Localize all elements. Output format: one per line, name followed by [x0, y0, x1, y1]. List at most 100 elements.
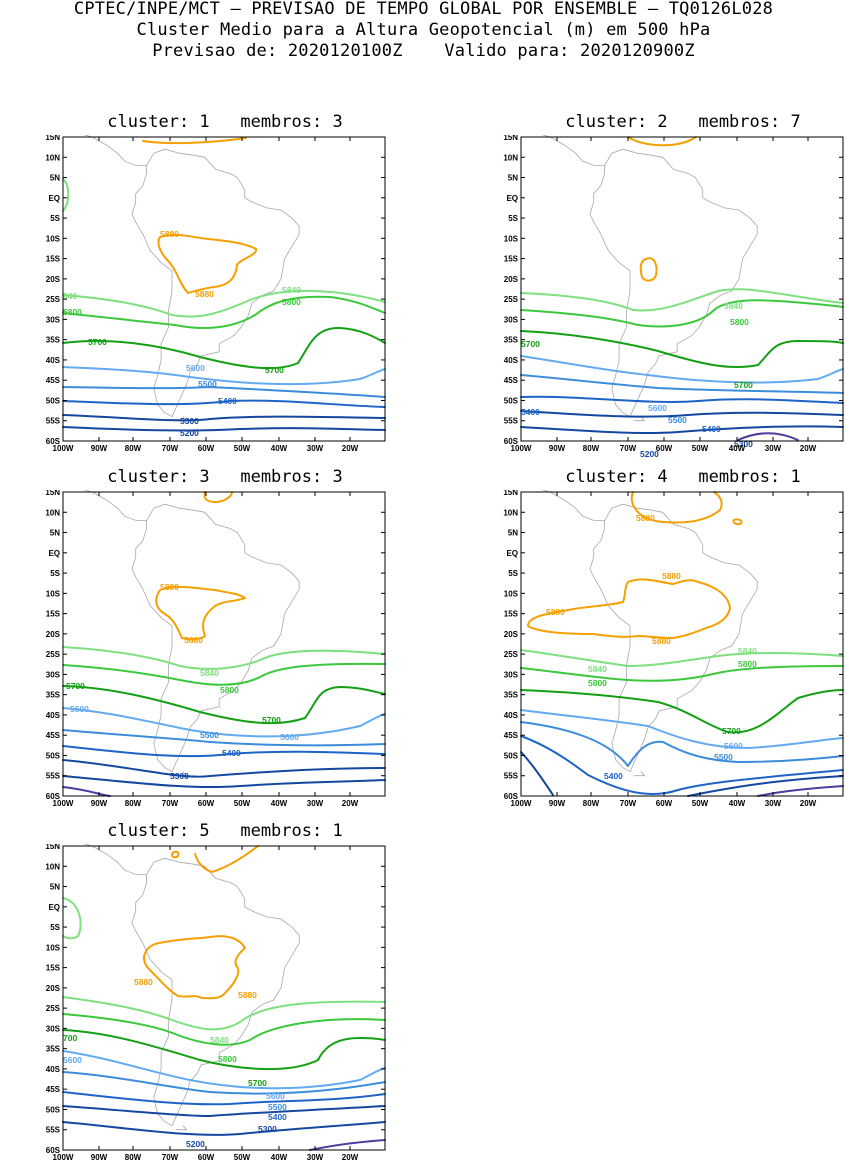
lat-label: 10S [504, 234, 519, 243]
lon-label: 100W [53, 444, 74, 453]
lon-label: 20W [342, 444, 359, 453]
contour-label: 5300 [180, 416, 199, 426]
lon-label: 80W [125, 799, 142, 808]
lon-label: 80W [583, 444, 600, 453]
lat-label: 5N [508, 529, 518, 538]
map-plot: 5880 5880 5840 5800 5700 5700 5600 5600 … [45, 490, 386, 808]
lon-label: 70W [620, 799, 637, 808]
lat-label: EQ [506, 194, 518, 203]
contour-5800 [520, 299, 844, 328]
coastline [633, 416, 646, 422]
contour-5300 [62, 414, 386, 422]
lon-label: 20W [342, 799, 359, 808]
map-plot: 5880 5880 5880 5880 5840 5840 5800 5800 … [503, 490, 844, 808]
contour-5500 [62, 1071, 386, 1095]
lat-label: 45S [504, 376, 519, 385]
lat-label: 10S [46, 943, 61, 952]
lat-label: 5S [508, 569, 518, 578]
contour-label: 5700 [722, 726, 741, 736]
contour-label: 5800 [738, 659, 757, 669]
map-frame [62, 491, 386, 797]
lat-label: 50S [46, 396, 61, 405]
contour-label: 5200 [640, 449, 659, 459]
contour-5500 [62, 729, 386, 747]
lat-label: 25S [504, 295, 519, 304]
contour-label: 5800 [220, 685, 239, 695]
contour-5200 [62, 426, 386, 432]
lon-label: 20W [342, 1153, 359, 1162]
lat-label: 60S [504, 437, 519, 446]
contour-label: 5400 [702, 424, 721, 434]
contour-5880 [155, 585, 246, 641]
lon-label: 20W [800, 444, 817, 453]
contour-label: 5880 [238, 990, 257, 1000]
contour-labels: 5880 5880 840 5840 5800 5800 5700 5700 5… [63, 229, 301, 438]
lat-label: 25S [504, 650, 519, 659]
contour-labels: 5840 5800 5700 5700 5600 5500 5400 5400 … [521, 301, 753, 459]
lat-label: 20S [504, 275, 519, 284]
lon-label: 30W [307, 444, 324, 453]
lat-label: 25S [46, 1004, 61, 1013]
lon-label: 50W [234, 1153, 251, 1162]
contour-label: 5700 [88, 337, 107, 347]
contour-label: 5400 [604, 771, 623, 781]
contour-5700 [62, 326, 386, 370]
lat-label: 20S [46, 630, 61, 639]
contour-5840 [62, 289, 386, 318]
contour-5200 [62, 1121, 386, 1136]
coastline [633, 771, 646, 777]
contour-label: 5840 [724, 301, 743, 311]
lat-label: 35S [46, 691, 61, 700]
contour-label: 5800 [218, 1054, 237, 1064]
contour-5880 [627, 136, 697, 147]
lon-label: 50W [234, 444, 251, 453]
contour-5800 [62, 662, 386, 686]
contour-label: 5840 [738, 646, 757, 656]
panel-title: cluster: 4 membros: 1 [565, 467, 801, 487]
lat-label: 10N [45, 153, 60, 162]
lat-label: 15N [503, 490, 518, 497]
lon-label: 80W [125, 444, 142, 453]
lat-label: 60S [46, 1146, 61, 1155]
lat-label: 35S [46, 336, 61, 345]
contour-5200 [62, 786, 111, 797]
contour-label: 5600 [266, 1091, 285, 1101]
lon-label: 90W [549, 444, 566, 453]
lon-label: 100W [511, 444, 532, 453]
contour-5400 [62, 399, 386, 408]
coastline-layer [541, 490, 758, 777]
lon-label: 70W [162, 444, 179, 453]
contour-5880 [157, 233, 258, 294]
contour-5200 [757, 785, 844, 797]
lat-label: 50S [46, 1105, 61, 1114]
lat-label: 50S [504, 751, 519, 760]
contour-5840 [62, 996, 386, 1031]
lat-label: 20S [46, 275, 61, 284]
lat-label: 15S [46, 610, 61, 619]
lat-label: 5N [50, 529, 60, 538]
lat-label: 50S [46, 751, 61, 760]
lat-label: 40S [46, 1065, 61, 1074]
lat-label: 15S [504, 255, 519, 264]
lat-label: 60S [46, 437, 61, 446]
contour-5500 [62, 386, 386, 398]
lon-label: 30W [307, 799, 324, 808]
lon-label: 30W [307, 1153, 324, 1162]
contour-5700 [62, 1029, 386, 1070]
contour-label: 5880 [546, 607, 565, 617]
contour-labels: 5880 5880 5840 5800 5700 5700 5600 5600 … [66, 582, 299, 781]
contour-5840 [62, 646, 386, 670]
panel-title: cluster: 3 membros: 3 [107, 467, 343, 487]
lat-label: 40S [46, 711, 61, 720]
contour-label: 5880 [636, 513, 655, 523]
contour-5300 [520, 751, 554, 796]
contour-5200 [62, 775, 386, 789]
contour-5880 [732, 518, 743, 526]
lon-label: 90W [91, 1153, 108, 1162]
lat-label: 35S [504, 336, 519, 345]
lon-label: 90W [549, 799, 566, 808]
lon-label: 60W [656, 799, 673, 808]
contour-layer [520, 491, 844, 797]
lat-label: 5N [50, 883, 60, 892]
contour-label: 5400 [222, 748, 241, 758]
